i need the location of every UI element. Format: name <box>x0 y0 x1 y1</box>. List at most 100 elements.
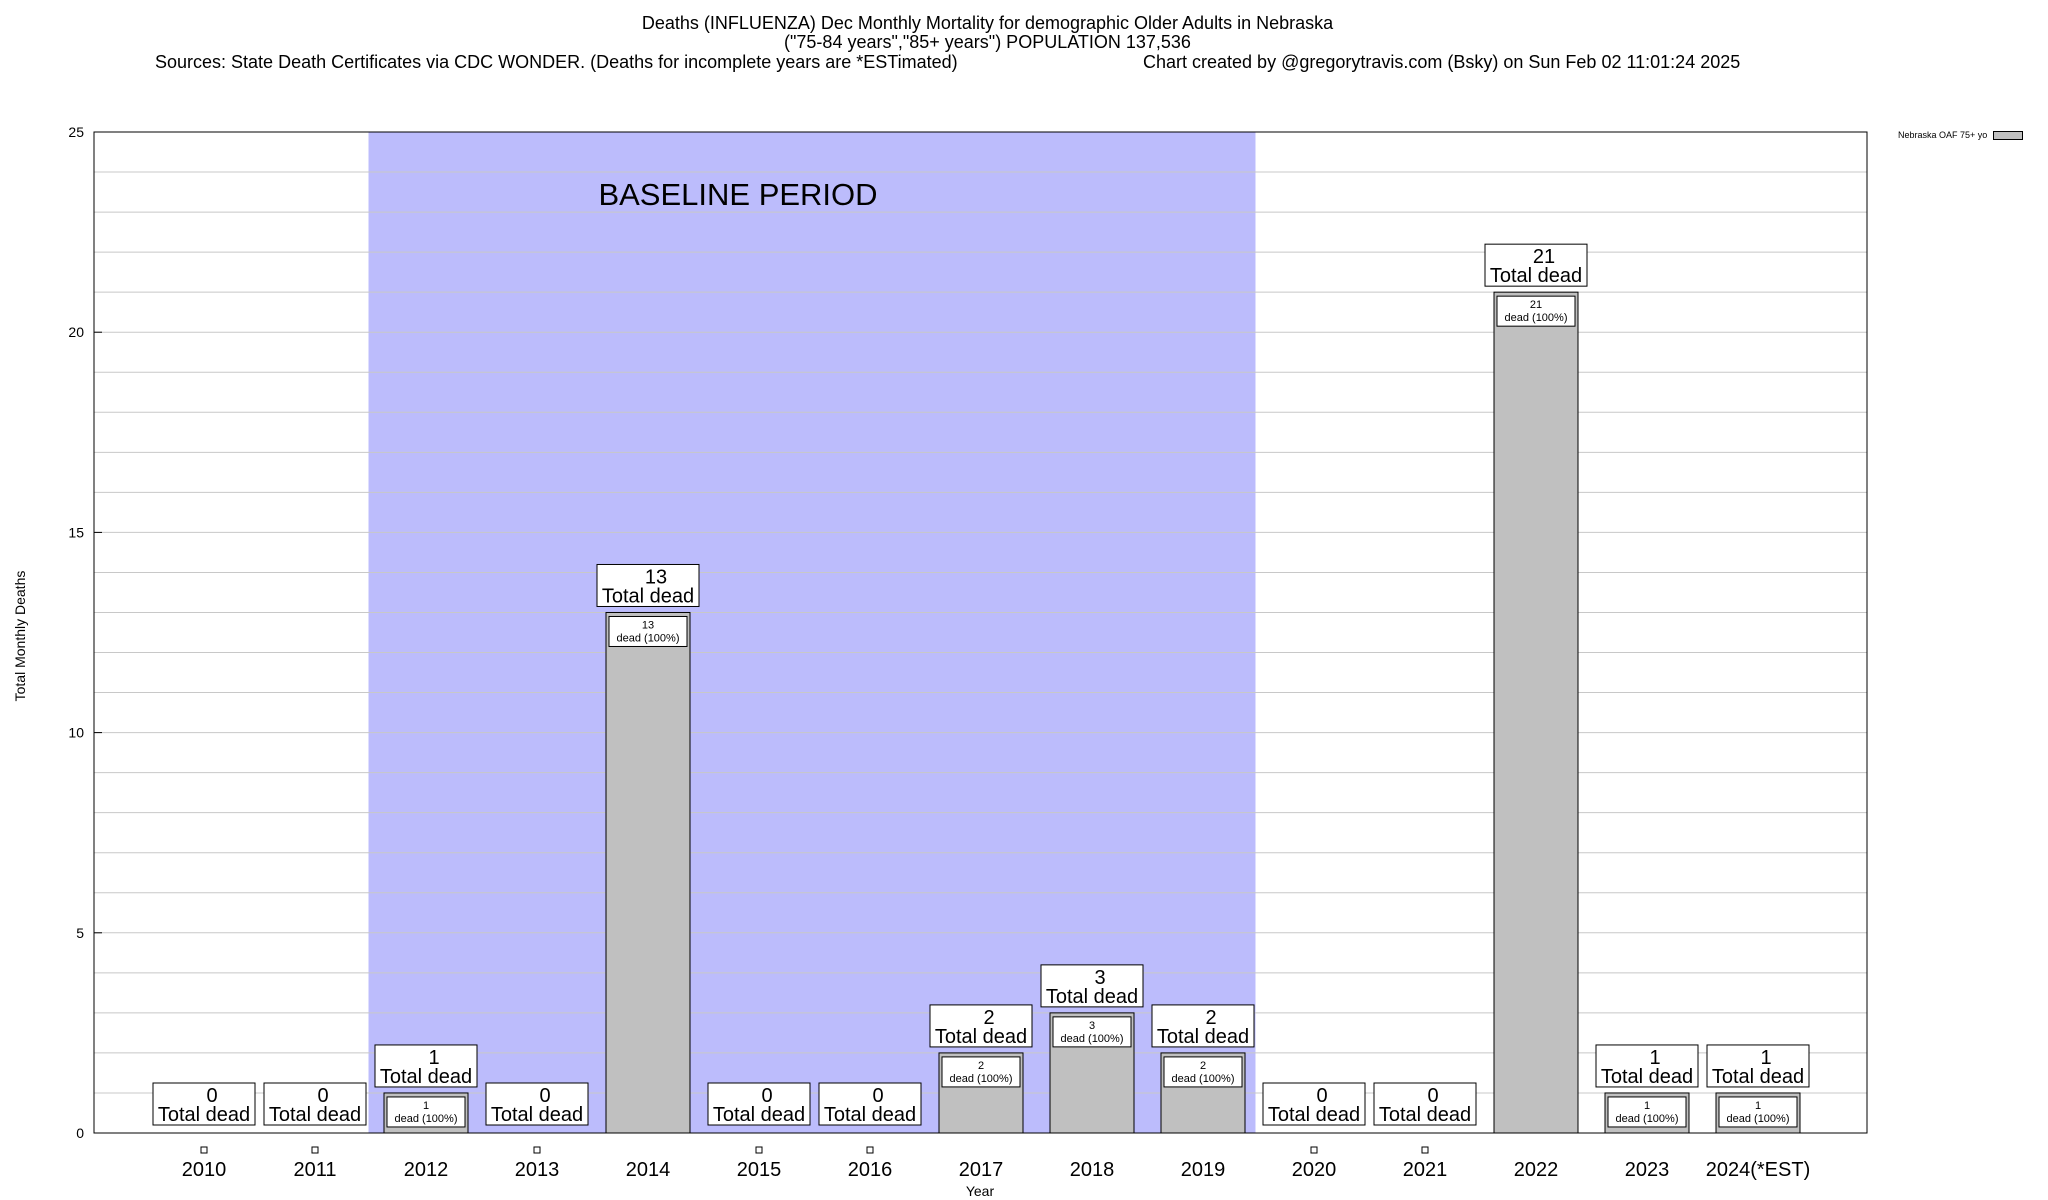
total-label: Total dead <box>158 1104 250 1126</box>
total-value: 2 <box>1205 1007 1216 1029</box>
x-tick-label: 2018 <box>1070 1159 1115 1181</box>
zero-marker <box>533 1146 541 1154</box>
x-tick-label: 2023 <box>1625 1159 1670 1181</box>
x-tick-label: 2022 <box>1514 1159 1559 1181</box>
total-label-box <box>929 1004 1033 1048</box>
y-tick-label: 15 <box>68 524 84 540</box>
total-value: 1 <box>1760 1047 1771 1069</box>
total-label-box <box>596 563 700 607</box>
total-value: 0 <box>1316 1085 1327 1107</box>
x-tick-label: 2010 <box>182 1159 227 1181</box>
x-tick-label: 2015 <box>737 1159 782 1181</box>
title-line-1: Deaths (INFLUENZA) Dec Monthly Mortality… <box>641 13 1334 33</box>
total-label: Total dead <box>602 585 694 607</box>
x-tick-label: 2017 <box>959 1159 1004 1181</box>
bar-inner-label-box <box>941 1056 1021 1088</box>
total-label: Total dead <box>1601 1066 1693 1088</box>
total-value: 1 <box>428 1047 439 1069</box>
total-value: 2 <box>983 1007 994 1029</box>
bar-inner-value: 1 <box>423 1100 429 1112</box>
bar-inner-percent: dead (100%) <box>1172 1073 1235 1085</box>
bar <box>605 611 691 1134</box>
total-label: Total dead <box>713 1104 805 1126</box>
bar-inner-percent: dead (100%) <box>395 1113 458 1125</box>
total-label-box <box>818 1082 922 1126</box>
total-label: Total dead <box>824 1104 916 1126</box>
y-tick-label: 10 <box>68 725 84 741</box>
bar-inner-percent: dead (100%) <box>617 632 680 644</box>
x-tick-label: 2014 <box>626 1159 671 1181</box>
bar-inner-value: 3 <box>1089 1020 1095 1032</box>
x-tick-label: 2016 <box>848 1159 893 1181</box>
bar-inner-label-box <box>1496 295 1576 327</box>
zero-marker <box>866 1146 874 1154</box>
bar-inner-label-box <box>1607 1096 1687 1128</box>
total-label-box <box>1040 964 1144 1008</box>
total-label: Total dead <box>1712 1066 1804 1088</box>
zero-marker <box>311 1146 319 1154</box>
total-label: Total dead <box>491 1104 583 1126</box>
bar-inner-label-box <box>608 615 688 647</box>
baseline-period-label: BASELINE PERIOD <box>598 177 877 212</box>
y-axis-label: Total Monthly Deaths <box>12 570 28 702</box>
total-label: Total dead <box>1046 986 1138 1008</box>
total-value: 0 <box>206 1085 217 1107</box>
zero-marker <box>755 1146 763 1154</box>
total-label-box <box>1262 1082 1366 1126</box>
title-line-2: ("75-84 years","85+ years") POPULATION 1… <box>784 32 1191 52</box>
legend: Nebraska OAF 75+ yo <box>1898 130 2024 140</box>
total-label: Total dead <box>1379 1104 1471 1126</box>
total-label-box <box>374 1044 478 1088</box>
total-label-box <box>1484 243 1588 287</box>
y-tick-label: 25 <box>68 124 84 140</box>
credit-text: Chart created by @gregorytravis.com (Bsk… <box>1143 52 1741 72</box>
bar <box>1493 291 1579 1134</box>
x-axis-label: Year <box>965 1183 995 1199</box>
bar-inner-label-box <box>1052 1016 1132 1048</box>
bar-inner-label-box <box>1718 1096 1798 1128</box>
bar-inner-percent: dead (100%) <box>950 1073 1013 1085</box>
total-value: 0 <box>1427 1085 1438 1107</box>
total-label-box <box>1151 1004 1255 1048</box>
bar-inner-label-box <box>1163 1056 1243 1088</box>
total-label: Total dead <box>935 1026 1027 1048</box>
total-label: Total dead <box>1268 1104 1360 1126</box>
sources-text: Sources: State Death Certificates via CD… <box>155 52 958 72</box>
total-value: 1 <box>1649 1047 1660 1069</box>
total-label: Total dead <box>1157 1026 1249 1048</box>
total-label-box <box>152 1082 256 1126</box>
chart-title: Deaths (INFLUENZA) Dec Monthly Mortality… <box>0 14 1975 52</box>
bar-inner-value: 1 <box>1644 1100 1650 1112</box>
y-tick-label: 5 <box>76 925 84 941</box>
total-label-box <box>707 1082 811 1126</box>
total-label: Total dead <box>380 1066 472 1088</box>
total-value: 0 <box>317 1085 328 1107</box>
x-tick-label: 2019 <box>1181 1159 1226 1181</box>
legend-swatch <box>1993 130 2024 140</box>
total-value: 0 <box>761 1085 772 1107</box>
total-value: 13 <box>645 566 667 588</box>
y-tick-label: 20 <box>68 324 84 340</box>
total-label-box <box>1595 1044 1699 1088</box>
total-label-box <box>1706 1044 1810 1088</box>
bar-inner-percent: dead (100%) <box>1061 1033 1124 1045</box>
zero-marker <box>1310 1146 1318 1154</box>
total-label-box <box>485 1082 589 1126</box>
bar-inner-value: 1 <box>1755 1100 1761 1112</box>
bar-inner-value: 2 <box>1200 1060 1206 1072</box>
zero-marker <box>1421 1146 1429 1154</box>
x-tick-label: 2020 <box>1292 1159 1337 1181</box>
x-tick-label: 2012 <box>404 1159 449 1181</box>
zero-marker <box>200 1146 208 1154</box>
legend-label: Nebraska OAF 75+ yo <box>1898 130 1988 140</box>
x-tick-label: 2011 <box>293 1159 336 1181</box>
bar-inner-value: 21 <box>1530 299 1542 311</box>
total-value: 21 <box>1533 246 1555 268</box>
x-tick-label: 2024(*EST) <box>1706 1159 1811 1181</box>
total-value: 3 <box>1094 967 1105 989</box>
total-value: 0 <box>539 1085 550 1107</box>
bar-inner-value: 13 <box>642 619 654 631</box>
bar-inner-percent: dead (100%) <box>1616 1113 1679 1125</box>
total-label-box <box>263 1082 367 1126</box>
